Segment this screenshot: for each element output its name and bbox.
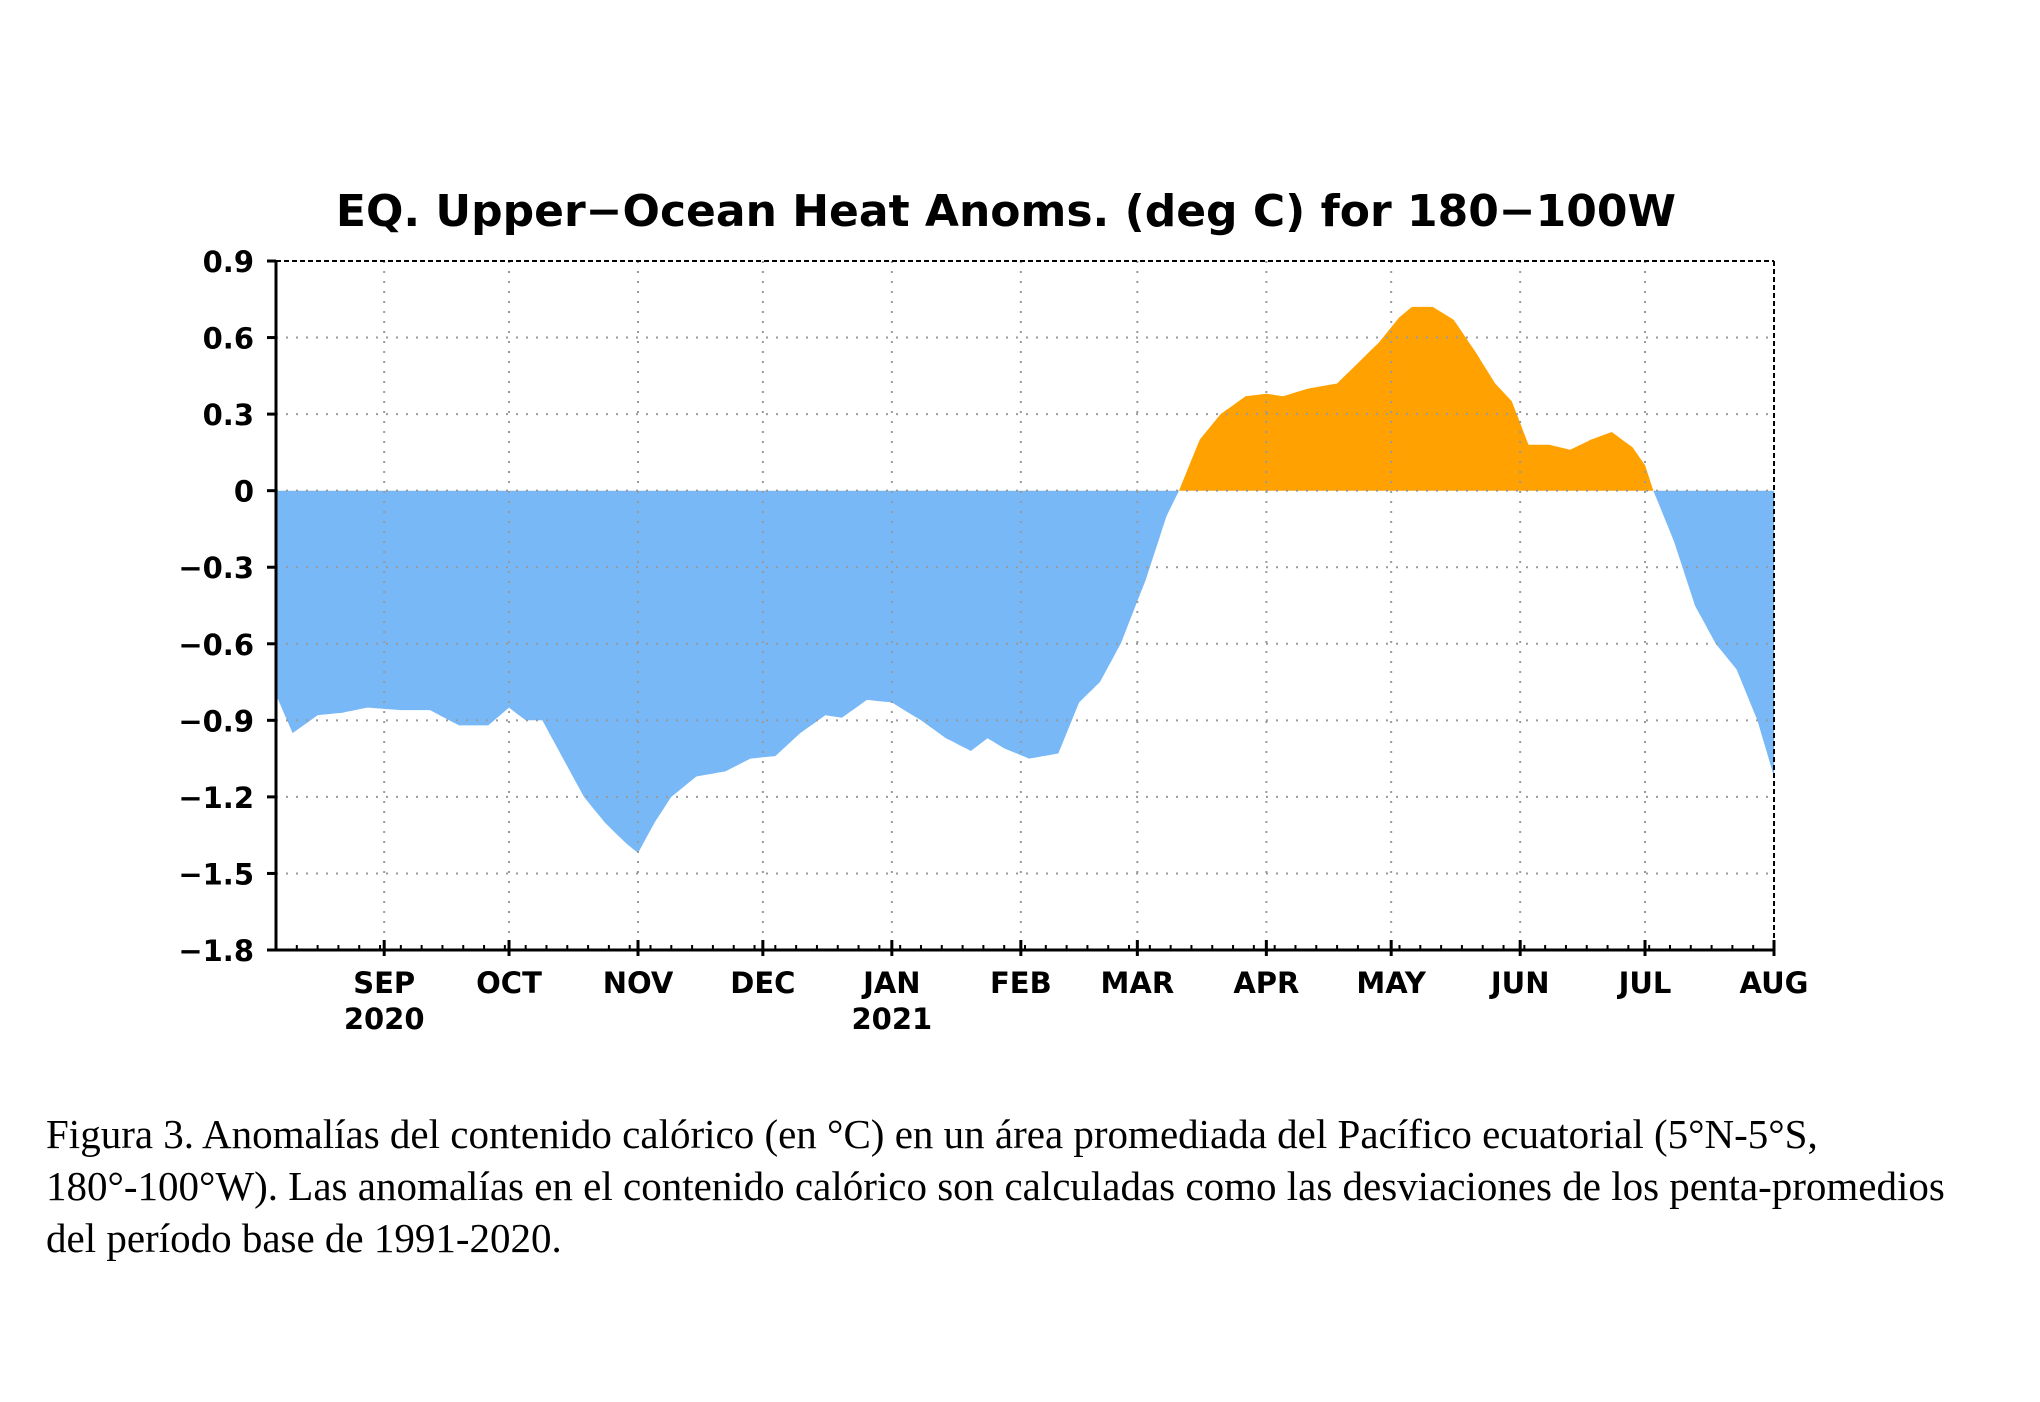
axes-frame <box>267 259 1776 956</box>
x-tick-label: JAN <box>861 966 921 1000</box>
x-tick-label: APR <box>1233 966 1299 1000</box>
figure-caption: Figura 3. Anomalías del contenido calóri… <box>46 1111 1945 1261</box>
x-tick-label: SEP <box>353 966 415 1000</box>
y-tick-label: −0.6 <box>178 628 254 662</box>
y-tick-label: 0.6 <box>203 322 254 356</box>
y-tick-label: −0.9 <box>178 704 254 738</box>
y-tick-label: −1.8 <box>178 934 254 968</box>
negative-anomaly-area <box>276 490 1774 853</box>
x-tick-label: MAR <box>1101 966 1175 1000</box>
x-tick-label: FEB <box>990 966 1052 1000</box>
x-tick-year-label: 2021 <box>851 1002 932 1036</box>
x-tick-label: JUL <box>1617 966 1672 1000</box>
x-tick-label: DEC <box>730 966 795 1000</box>
y-tick-label: −1.5 <box>178 857 254 891</box>
x-tick-year-label: 2020 <box>344 1002 425 1036</box>
y-tick-label: −1.2 <box>178 781 254 815</box>
y-tick-label: 0 <box>234 475 254 509</box>
y-tick-label: −0.3 <box>178 551 254 585</box>
anomaly-fill <box>276 306 1774 853</box>
chart-title: EQ. Upper−Ocean Heat Anoms. (deg C) for … <box>336 186 1676 237</box>
y-tick-label: 0.3 <box>203 398 254 432</box>
y-axis-labels: 0.9 0.6 0.3 0 −0.3 −0.6 −0.9 −1.2 −1.5 −1.8 <box>178 245 254 968</box>
x-tick-label: NOV <box>603 966 674 1000</box>
y-tick-label: 0.9 <box>203 245 254 279</box>
positive-anomaly-area <box>276 306 1774 491</box>
x-tick-label: OCT <box>476 966 542 1000</box>
x-tick-label: AUG <box>1740 966 1809 1000</box>
x-tick-label: MAY <box>1356 966 1427 1000</box>
x-tick-label: JUN <box>1489 966 1550 1000</box>
